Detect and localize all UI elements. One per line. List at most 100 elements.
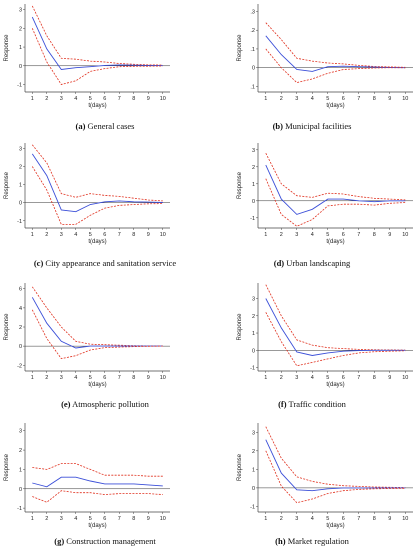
y-tick-label: 1 bbox=[252, 331, 255, 337]
y-tick-label: 2 bbox=[252, 449, 255, 455]
upper-bound-line bbox=[265, 153, 406, 201]
lower-bound-line bbox=[265, 178, 406, 227]
lower-bound-line bbox=[31, 166, 163, 225]
x-tick-label: 10 bbox=[160, 516, 166, 522]
x-tick-label: 2 bbox=[280, 516, 283, 522]
y-tick-label: 6 bbox=[19, 287, 22, 293]
upper-bound-line bbox=[31, 286, 163, 347]
x-axis-label: t(days) bbox=[88, 523, 106, 529]
x-tick-label: 4 bbox=[74, 96, 77, 102]
lower-bound-line bbox=[32, 490, 163, 503]
x-tick-label: 5 bbox=[326, 232, 329, 238]
x-tick-label: 2 bbox=[45, 232, 48, 238]
x-tick-label: 8 bbox=[132, 375, 135, 381]
chart-panel-d: -1 0 1 2 3 1 2 3 4 5 6 7 8 9 10 t(days) Response (d) Urba… bbox=[237, 143, 413, 268]
y-tick-label: 2 bbox=[252, 314, 255, 320]
y-tick-label: 3 bbox=[252, 430, 255, 436]
response-line bbox=[265, 298, 406, 356]
panel-caption: (g) Construction management bbox=[54, 536, 156, 546]
x-tick-label: 8 bbox=[373, 96, 376, 102]
x-tick-label: 1 bbox=[264, 516, 267, 522]
y-tick-label: 4 bbox=[19, 306, 22, 312]
x-tick-label: 1 bbox=[31, 96, 34, 102]
chart-panel-c: -1 0 1 2 3 1 2 3 4 5 6 7 8 9 10 t(days) Response (c) City… bbox=[4, 143, 176, 268]
panel-caption: (a) General cases bbox=[75, 121, 134, 131]
y-tick-label: -1 bbox=[250, 504, 255, 510]
chart-panel-f: -1 0 1 2 3 1 2 3 4 5 6 7 8 9 10 t(days) Response (f) Traf… bbox=[237, 283, 413, 409]
x-tick-label: 2 bbox=[280, 375, 283, 381]
x-tick-label: 1 bbox=[264, 232, 267, 238]
x-tick-label: 3 bbox=[60, 516, 63, 522]
x-tick-label: 6 bbox=[342, 516, 345, 522]
x-tick-label: 10 bbox=[160, 232, 166, 238]
x-tick-label: 4 bbox=[74, 232, 77, 238]
chart-panel-g: -1 0 1 2 3 1 2 3 4 5 6 7 8 9 10 t(days) Response (g) Cons… bbox=[4, 423, 170, 546]
x-axis-label: t(days) bbox=[88, 239, 106, 245]
y-tick-label: -1 bbox=[250, 216, 255, 222]
y-axis-label: Response bbox=[237, 453, 243, 481]
y-tick-label: 2 bbox=[19, 26, 22, 32]
caption-text: Atmospheric pollution bbox=[71, 399, 150, 409]
x-tick-label: 3 bbox=[295, 375, 298, 381]
y-tick-label: 3 bbox=[19, 146, 22, 152]
response-line bbox=[31, 16, 163, 70]
x-tick-label: 4 bbox=[74, 375, 77, 381]
caption-letter: (h) bbox=[275, 536, 286, 546]
x-tick-label: 2 bbox=[280, 232, 283, 238]
response-line bbox=[265, 164, 406, 215]
panel-caption: (c) City appearance and sanitation servi… bbox=[34, 258, 177, 268]
caption-letter: (e) bbox=[61, 399, 71, 409]
x-tick-label: 3 bbox=[60, 375, 63, 381]
y-tick-label: 0 bbox=[252, 66, 255, 72]
x-tick-label: 7 bbox=[357, 96, 360, 102]
panel-caption: (f) Traffic condition bbox=[278, 399, 347, 409]
x-tick-label: 8 bbox=[373, 232, 376, 238]
x-tick-label: 10 bbox=[160, 375, 166, 381]
x-tick-label: 9 bbox=[388, 375, 391, 381]
caption-letter: (b) bbox=[273, 121, 284, 131]
x-tick-label: 10 bbox=[402, 516, 408, 522]
y-tick-label: 0 bbox=[252, 486, 255, 492]
x-tick-label: 6 bbox=[103, 96, 106, 102]
x-tick-label: 3 bbox=[60, 96, 63, 102]
caption-letter: (c) bbox=[34, 258, 44, 268]
x-tick-label: 7 bbox=[118, 232, 121, 238]
y-tick-label: 1 bbox=[19, 45, 22, 51]
x-tick-label: 6 bbox=[342, 232, 345, 238]
x-axis-label: t(days) bbox=[326, 103, 344, 109]
y-tick-label: .3 bbox=[250, 9, 255, 15]
x-tick-label: 6 bbox=[342, 96, 345, 102]
y-tick-label: 0 bbox=[19, 64, 22, 70]
x-tick-label: 4 bbox=[311, 375, 314, 381]
y-axis-label: Response bbox=[237, 34, 243, 62]
x-tick-label: 5 bbox=[89, 375, 92, 381]
y-tick-label: 0 bbox=[252, 199, 255, 205]
y-tick-label: -1 bbox=[250, 366, 255, 372]
y-tick-label: 3 bbox=[19, 429, 22, 435]
upper-bound-line bbox=[265, 284, 406, 351]
y-tick-label: 1 bbox=[252, 467, 255, 473]
x-tick-label: 5 bbox=[326, 516, 329, 522]
x-tick-label: 2 bbox=[45, 96, 48, 102]
y-tick-label: 3 bbox=[252, 297, 255, 303]
y-axis-label: Response bbox=[4, 453, 10, 481]
chart-panel-e: -2 0 2 4 6 1 2 3 4 5 6 7 8 9 10 t(days) Response (e) Atmo… bbox=[4, 283, 170, 409]
caption-text: General cases bbox=[85, 121, 134, 131]
x-tick-label: 8 bbox=[373, 375, 376, 381]
x-tick-label: 7 bbox=[357, 375, 360, 381]
x-tick-label: 5 bbox=[326, 375, 329, 381]
panel-caption: (b) Municipal facilities bbox=[273, 121, 352, 131]
x-tick-label: 1 bbox=[264, 96, 267, 102]
x-tick-label: 8 bbox=[132, 232, 135, 238]
x-tick-label: 8 bbox=[132, 96, 135, 102]
x-axis-label: t(days) bbox=[326, 239, 344, 245]
y-tick-label: -2 bbox=[17, 363, 22, 369]
y-tick-label: 0 bbox=[19, 201, 22, 207]
x-tick-label: 7 bbox=[357, 232, 360, 238]
x-tick-label: 4 bbox=[74, 516, 77, 522]
x-axis-label: t(days) bbox=[88, 103, 106, 109]
x-tick-label: 9 bbox=[147, 96, 150, 102]
y-tick-label: 1 bbox=[19, 183, 22, 189]
y-tick-label: 1 bbox=[252, 182, 255, 188]
y-tick-label: 2 bbox=[19, 448, 22, 454]
